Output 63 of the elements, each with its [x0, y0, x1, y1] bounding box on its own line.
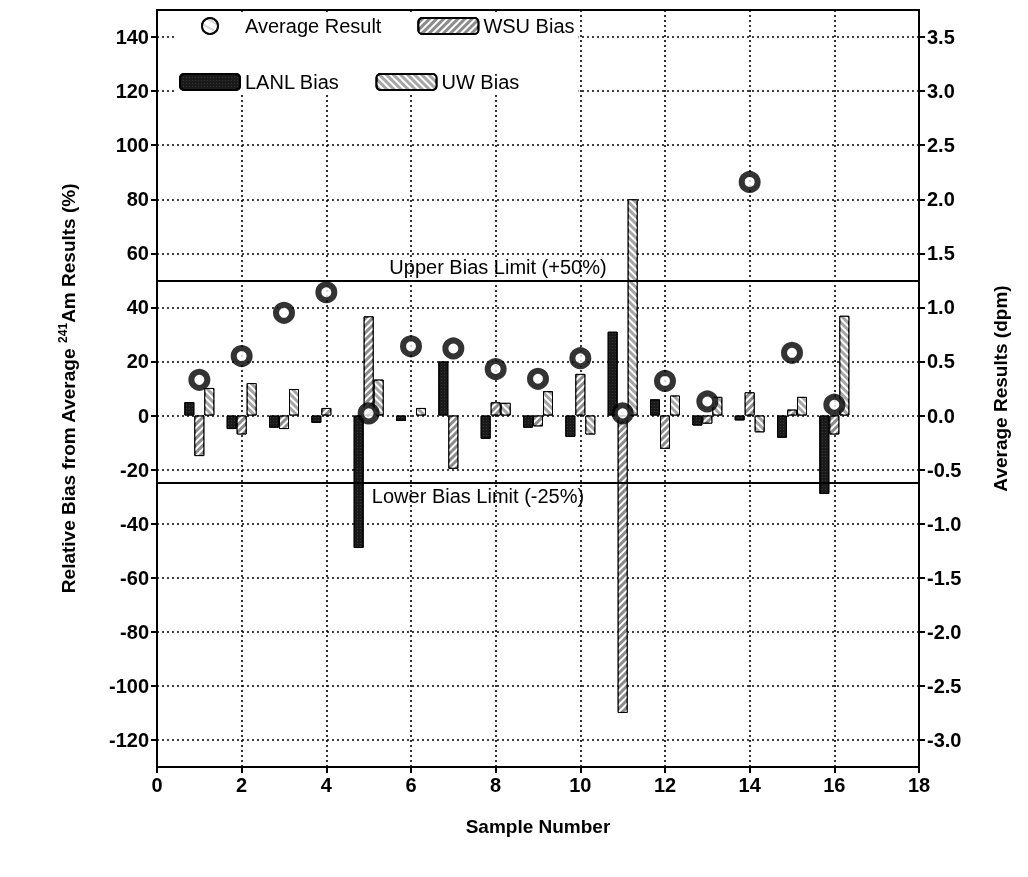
x-tick-label: 4 — [320, 774, 333, 796]
legend-label: Average Result — [245, 15, 382, 37]
y2-tick-label: 0.0 — [927, 404, 955, 427]
y2-tick-label: 1.5 — [927, 242, 955, 265]
point — [527, 367, 549, 390]
y2-tick-label: 3.0 — [927, 80, 955, 103]
x-tick-label: 0 — [151, 774, 163, 796]
y2-tick-label: 2.0 — [927, 188, 955, 211]
ref-line-label: Upper Bias Limit (+50%) — [389, 256, 607, 279]
legend-label: WSU Bias — [483, 15, 575, 37]
y-tick-label: 120 — [115, 80, 149, 103]
point — [781, 341, 803, 364]
y2-tick-label: -1.0 — [927, 512, 962, 535]
y2-tick-label: -2.0 — [927, 620, 962, 643]
ref-line-label: Lower Bias Limit (-25%) — [371, 485, 585, 508]
legend-label: UW Bias — [441, 71, 520, 93]
point — [823, 393, 846, 416]
y-tick-label: -20 — [120, 458, 149, 481]
y2-tick-label: 1.0 — [927, 296, 955, 319]
y2-tick-label: -2.5 — [927, 674, 962, 697]
y-axis-title: Relative Bias from Average 241Am Results (%) — [56, 183, 79, 594]
point — [738, 170, 761, 193]
x-tick-label: 6 — [405, 774, 417, 796]
x-tick-label: 16 — [823, 774, 846, 796]
point — [611, 402, 634, 425]
x-tick-label: 10 — [569, 774, 592, 796]
x-tick-label: 2 — [236, 774, 248, 796]
y-tick-label: -80 — [120, 620, 149, 643]
point — [484, 358, 507, 381]
y2-tick-label: 0.5 — [927, 350, 955, 373]
point — [654, 369, 676, 392]
y-tick-label: -40 — [120, 512, 149, 535]
y2-tick-label: 3.5 — [927, 26, 955, 49]
point — [357, 402, 380, 425]
y-tick-label: 40 — [126, 296, 149, 319]
y2-tick-label: -3.0 — [927, 728, 962, 751]
point — [400, 335, 422, 358]
point — [696, 390, 719, 413]
legend-label: LANL Bias — [245, 71, 339, 93]
y2-tick-label: -1.5 — [927, 566, 962, 589]
y-tick-label: 20 — [126, 350, 149, 373]
y-tick-label: 100 — [115, 134, 149, 157]
y-tick-label: 140 — [115, 26, 149, 49]
y-tick-label: -100 — [108, 674, 149, 697]
y-tick-label: 80 — [126, 188, 149, 211]
y2-axis-title: Average Results (dpm) — [990, 285, 1011, 492]
x-tick-label: 14 — [738, 774, 762, 796]
y-tick-label: -60 — [120, 566, 149, 589]
y2-tick-label: -0.5 — [927, 458, 962, 481]
y-tick-label: 60 — [126, 242, 149, 265]
y-tick-label: -120 — [108, 728, 149, 751]
x-axis-title: Sample Number — [465, 816, 611, 837]
x-tick-label: 18 — [907, 774, 931, 796]
point — [188, 368, 211, 391]
x-tick-label: 12 — [653, 774, 677, 796]
point — [569, 347, 592, 370]
y-tick-label: 0 — [137, 404, 149, 427]
point — [230, 345, 253, 368]
point — [273, 301, 295, 324]
y2-tick-label: 2.5 — [927, 134, 955, 157]
point — [442, 337, 465, 360]
x-tick-label: 8 — [490, 774, 502, 796]
point — [315, 281, 338, 304]
